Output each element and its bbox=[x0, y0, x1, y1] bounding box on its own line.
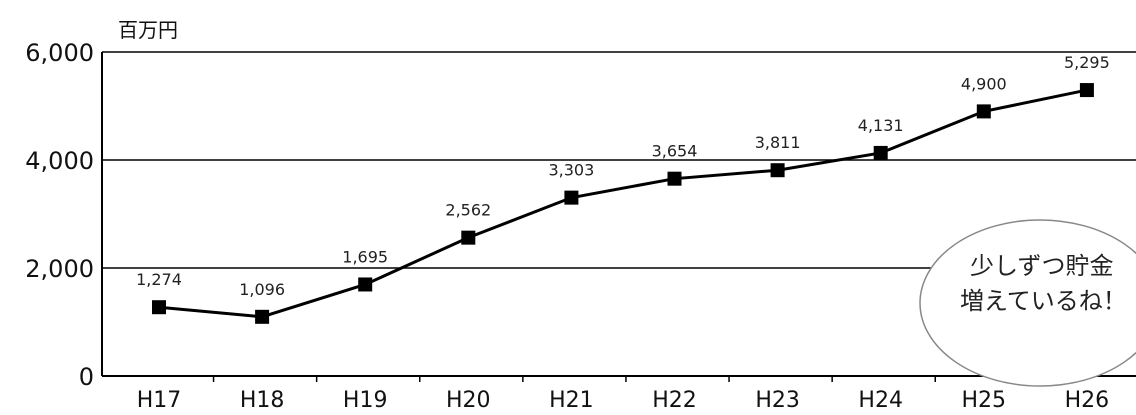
y-axis-unit-label: 百万円 bbox=[118, 18, 178, 42]
y-tick-label: 6,000 bbox=[25, 39, 94, 67]
y-tick-label: 0 bbox=[79, 363, 94, 391]
data-point bbox=[667, 171, 682, 186]
x-tick-label: H19 bbox=[343, 388, 388, 413]
data-markers bbox=[152, 83, 1094, 324]
speech-bubble-shape bbox=[919, 219, 1136, 387]
speech-bubble-line1: 少しずつ貯金 bbox=[970, 252, 1114, 280]
x-tick-label: H23 bbox=[755, 388, 800, 413]
x-tick-label: H18 bbox=[240, 388, 285, 413]
data-label: 3,654 bbox=[652, 142, 698, 161]
data-point bbox=[564, 190, 579, 205]
data-label: 2,562 bbox=[445, 201, 491, 220]
x-tick-label: H24 bbox=[858, 388, 903, 413]
data-label: 3,303 bbox=[548, 161, 594, 180]
data-label: 1,274 bbox=[136, 270, 182, 289]
data-point bbox=[152, 300, 166, 315]
data-point bbox=[255, 309, 270, 324]
data-labels: 1,274 1,096 1,695 2,562 3,303 3,654 3,811 4,131… bbox=[136, 53, 1110, 299]
x-tick-label: H17 bbox=[137, 388, 182, 413]
data-label: 3,811 bbox=[755, 133, 801, 152]
x-tick-label: H22 bbox=[652, 388, 697, 413]
x-tick-labels: H17 H18 H19 H20 H21 H22 H23 H24 H25 H26 bbox=[137, 376, 1109, 413]
x-tick-label: H20 bbox=[446, 388, 491, 413]
x-tick-label: H26 bbox=[1065, 388, 1110, 413]
data-label: 1,096 bbox=[239, 280, 285, 299]
x-tick-label: H21 bbox=[549, 388, 594, 413]
data-label: 4,900 bbox=[961, 74, 1007, 93]
data-point bbox=[770, 163, 785, 178]
data-point bbox=[873, 145, 888, 160]
data-point bbox=[358, 277, 373, 292]
data-label: 4,131 bbox=[858, 116, 904, 135]
y-tick-label: 4,000 bbox=[25, 147, 94, 175]
y-tick-labels: 0 2,000 4,000 6,000 bbox=[25, 39, 94, 391]
data-label: 5,295 bbox=[1064, 53, 1110, 72]
data-label: 1,695 bbox=[342, 247, 388, 266]
series-line bbox=[158, 88, 1088, 319]
x-tick-label: H25 bbox=[962, 388, 1007, 413]
data-point bbox=[976, 104, 991, 119]
data-point bbox=[461, 230, 476, 245]
data-point bbox=[1079, 83, 1094, 98]
speech-bubble: 少しずつ貯金 増えているね！ bbox=[919, 219, 1136, 387]
speech-bubble-line2: 増えているね！ bbox=[960, 287, 1127, 315]
y-tick-label: 2,000 bbox=[25, 255, 94, 283]
